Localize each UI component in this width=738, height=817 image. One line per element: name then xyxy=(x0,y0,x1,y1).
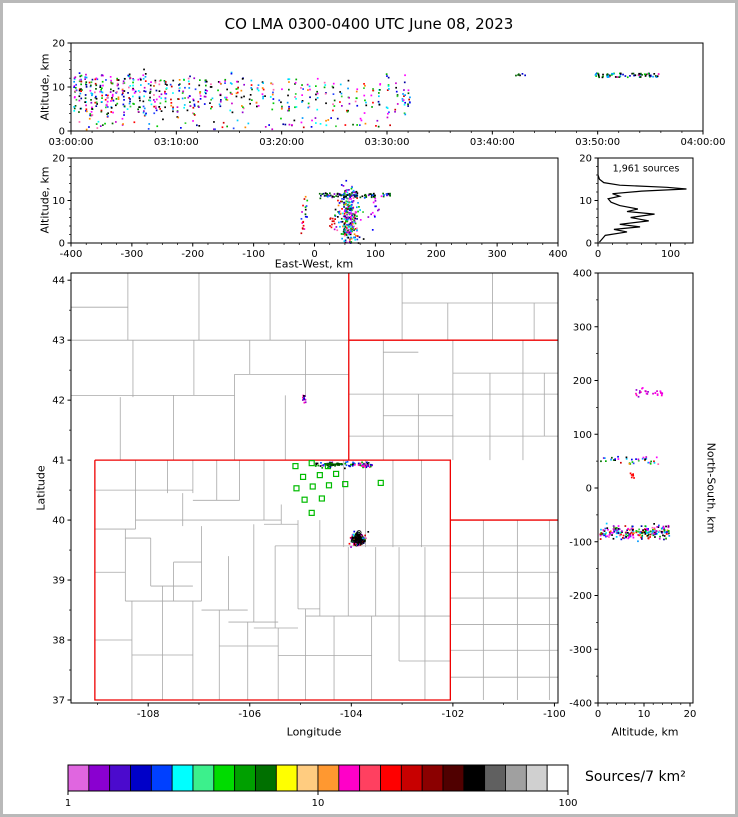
ns-alt-right-ylabel: North-South, km xyxy=(704,442,718,534)
svg-text:-106: -106 xyxy=(238,709,261,720)
map-xlabel: Longitude xyxy=(286,725,342,739)
svg-text:03:30:00: 03:30:00 xyxy=(365,137,410,148)
svg-text:38: 38 xyxy=(52,636,65,647)
svg-text:-300: -300 xyxy=(121,249,144,260)
svg-text:1: 1 xyxy=(65,798,71,809)
svg-text:-300: -300 xyxy=(569,645,592,656)
source-count-label: 1,961 sources xyxy=(612,163,680,175)
svg-text:20: 20 xyxy=(684,709,697,720)
svg-text:-400: -400 xyxy=(60,249,83,260)
plot-title: CO LMA 0300-0400 UTC June 08, 2023 xyxy=(224,15,514,33)
colorbar-label: Sources/7 km² xyxy=(585,769,686,785)
svg-text:0: 0 xyxy=(586,239,592,250)
svg-text:0: 0 xyxy=(595,249,601,260)
svg-text:20: 20 xyxy=(579,154,592,165)
svg-text:10: 10 xyxy=(579,196,592,207)
svg-text:03:40:00: 03:40:00 xyxy=(470,137,515,148)
svg-text:03:00:00: 03:00:00 xyxy=(49,137,94,148)
svg-text:10: 10 xyxy=(52,83,65,94)
svg-text:37: 37 xyxy=(52,696,65,707)
svg-text:10: 10 xyxy=(638,709,651,720)
svg-text:100: 100 xyxy=(366,249,385,260)
time-height-ylabel: Altitude, km xyxy=(38,53,52,121)
ew-height-ylabel: Altitude, km xyxy=(38,166,52,234)
svg-text:200: 200 xyxy=(427,249,446,260)
svg-text:-108: -108 xyxy=(137,709,160,720)
svg-text:44: 44 xyxy=(52,276,65,287)
svg-text:-100: -100 xyxy=(242,249,265,260)
svg-text:200: 200 xyxy=(573,376,592,387)
svg-text:0: 0 xyxy=(59,239,65,250)
svg-text:100: 100 xyxy=(661,249,680,260)
svg-text:20: 20 xyxy=(52,39,65,50)
svg-text:42: 42 xyxy=(52,396,65,407)
svg-text:-100: -100 xyxy=(569,537,592,548)
svg-text:400: 400 xyxy=(573,269,592,280)
svg-text:300: 300 xyxy=(573,322,592,333)
svg-text:03:50:00: 03:50:00 xyxy=(575,137,620,148)
svg-text:03:10:00: 03:10:00 xyxy=(154,137,199,148)
svg-text:0: 0 xyxy=(595,709,601,720)
ew-height-xlabel: East-West, km xyxy=(274,257,354,271)
svg-text:100: 100 xyxy=(573,430,592,441)
svg-text:04:00:00: 04:00:00 xyxy=(681,137,726,148)
plot-canvas: 03:00:00 03:10:00 03:20:00 03:30:00 03:40:00… xyxy=(49,39,726,810)
svg-text:-400: -400 xyxy=(569,699,592,710)
svg-text:39: 39 xyxy=(52,576,65,587)
svg-text:0: 0 xyxy=(59,127,65,138)
svg-text:-100: -100 xyxy=(543,709,566,720)
svg-text:43: 43 xyxy=(52,336,65,347)
svg-text:400: 400 xyxy=(548,249,567,260)
svg-text:41: 41 xyxy=(52,456,65,467)
svg-text:20: 20 xyxy=(52,154,65,165)
svg-text:0: 0 xyxy=(311,249,317,260)
svg-text:-200: -200 xyxy=(569,591,592,602)
map-ylabel: Latitude xyxy=(34,465,48,511)
svg-text:-104: -104 xyxy=(340,709,363,720)
svg-text:300: 300 xyxy=(488,249,507,260)
svg-text:-200: -200 xyxy=(181,249,204,260)
svg-text:10: 10 xyxy=(52,196,65,207)
svg-text:100: 100 xyxy=(558,798,577,809)
svg-text:0: 0 xyxy=(586,484,592,495)
svg-text:40: 40 xyxy=(52,516,65,527)
svg-text:10: 10 xyxy=(312,798,325,809)
ns-alt-xlabel: Altitude, km xyxy=(611,725,679,739)
svg-text:03:20:00: 03:20:00 xyxy=(259,137,304,148)
svg-text:-102: -102 xyxy=(442,709,465,720)
